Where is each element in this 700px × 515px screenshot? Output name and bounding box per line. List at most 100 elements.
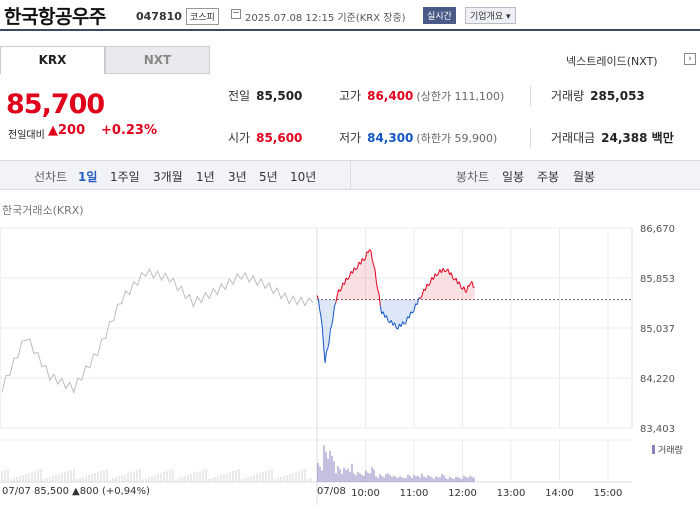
price-line-segment <box>379 305 383 314</box>
price-line-segment <box>331 316 334 326</box>
footer-prev-price: 85,500 <box>34 486 69 497</box>
candle-chart-label: 봉차트 <box>456 170 490 184</box>
stat-label: 거래대금 <box>551 131 596 145</box>
stat-open: 시가 85,600 <box>228 129 302 146</box>
price-line-segment <box>377 289 380 294</box>
price-line-segment <box>468 283 472 287</box>
line-chart-label: 선차트 <box>34 170 68 184</box>
volume-legend: 거래량 <box>652 443 683 456</box>
stat-label: 저가 <box>339 131 362 145</box>
price-line-segment <box>400 321 404 327</box>
price-line-segment <box>405 316 409 324</box>
price-line-segment <box>441 268 444 274</box>
price-line-segment <box>429 277 433 284</box>
price-line-segment <box>319 309 322 318</box>
x-tick-label: 10:00 <box>351 488 380 499</box>
nextrade-link-label: 넥스트레이드(NXT) <box>566 55 658 68</box>
y-tick-label: 84,220 <box>640 374 675 385</box>
price-line-segment <box>421 288 425 296</box>
x-tick-label: 12:00 <box>448 488 477 499</box>
price-line-segment <box>329 324 333 330</box>
candle-weekly[interactable]: 주봉 <box>537 170 560 184</box>
price-line-segment <box>455 277 459 285</box>
price-line-segment <box>402 321 405 325</box>
price-line-segment <box>355 267 358 271</box>
price-line-segment <box>323 347 326 363</box>
price-line-segment <box>375 281 379 290</box>
stat-sub: (하한가 59,900) <box>416 132 498 145</box>
period-3m[interactable]: 3개월 <box>153 170 183 184</box>
price-line-segment <box>413 303 417 311</box>
price-line-segment <box>347 276 350 280</box>
period-1d[interactable]: 1일 <box>78 170 98 184</box>
stock-header: 한국항공우주 047810 코스피 2025.07.08 12:15 기준(KR… <box>0 0 700 31</box>
stat-label: 시가 <box>228 131 251 145</box>
stat-volume: 거래량 285,053 <box>551 87 645 104</box>
x-tick-label: 14:00 <box>545 488 574 499</box>
chevron-right-icon: › <box>684 53 696 65</box>
y-tick-label: 85,853 <box>640 274 675 285</box>
y-tick-label: 85,037 <box>640 324 675 335</box>
toolbar-divider <box>350 161 351 189</box>
change-percent: +0.23% <box>101 123 157 138</box>
price-line-segment <box>416 297 420 305</box>
price-line-segment <box>327 341 330 349</box>
price-line-segment <box>471 281 474 288</box>
price-line-segment <box>463 286 466 292</box>
price-line-segment <box>408 311 412 319</box>
stat-value: 85,600 <box>256 131 303 145</box>
volume-legend-label: 거래량 <box>658 446 683 456</box>
period-1y[interactable]: 1년 <box>196 170 215 184</box>
stat-value: 84,300 <box>367 131 414 145</box>
price-line-segment <box>335 295 338 303</box>
price-line-segment <box>411 310 415 314</box>
market-badge: 코스피 <box>186 8 219 25</box>
stat-value: 85,500 <box>256 89 303 103</box>
price-line-segment <box>316 295 319 299</box>
period-1w[interactable]: 1주일 <box>110 170 140 184</box>
price-line-segment <box>394 322 397 329</box>
price-line-segment <box>324 351 327 363</box>
price-line-segment <box>403 322 407 325</box>
exchange-tabs: KRX NXT <box>0 46 210 74</box>
period-3y[interactable]: 3년 <box>228 170 247 184</box>
price-line-segment <box>363 258 366 261</box>
stat-low: 저가 84,300 (하한가 59,900) <box>339 129 497 146</box>
price-line-segment <box>432 273 436 280</box>
candle-monthly[interactable]: 월봉 <box>573 170 596 184</box>
period-5y[interactable]: 5년 <box>259 170 278 184</box>
chart-source: 한국거래소(KRX) <box>2 204 84 217</box>
price-line-segment <box>360 258 363 265</box>
tab-krx[interactable]: KRX <box>0 46 105 74</box>
price-line-segment <box>340 282 344 290</box>
chart-toolbar: 선차트 1일 1주일 3개월 1년 3년 5년 10년 봉차트 일봉 주봉 월봉 <box>0 160 700 190</box>
price-line-segment <box>424 284 428 291</box>
candle-daily[interactable]: 일봉 <box>502 170 525 184</box>
price-line-segment <box>374 269 377 282</box>
divider <box>530 86 531 106</box>
price-line-segment <box>437 269 441 275</box>
nextrade-link[interactable]: 넥스트레이드(NXT) › <box>566 53 696 69</box>
footer-prev-change: ▲800 (+0,94%) <box>72 486 150 497</box>
price-line-segment <box>365 251 368 259</box>
divider <box>530 128 531 148</box>
x-tick-label: 13:00 <box>497 488 526 499</box>
realtime-button[interactable]: 실시간 <box>423 7 456 24</box>
price-line-segment <box>450 272 454 279</box>
stat-high: 고가 86,400 (상한가 111,100) <box>339 87 504 104</box>
price-line-segment <box>348 271 352 278</box>
price-line-segment <box>390 320 394 326</box>
stock-code: 047810 <box>136 10 182 23</box>
price-line-segment <box>321 328 325 348</box>
change-label: 전일대비 <box>8 130 45 141</box>
price-line-segment <box>317 298 321 310</box>
period-10y[interactable]: 10년 <box>290 170 317 184</box>
tab-nxt[interactable]: NXT <box>105 46 210 74</box>
footer-today-date: 07/08 <box>317 486 346 497</box>
company-overview-dropdown[interactable]: 기업개요 ▾ <box>465 7 516 24</box>
price-line-segment <box>328 329 331 342</box>
down-area <box>317 299 475 363</box>
price-line-segment <box>334 302 337 306</box>
price-line-segment <box>466 285 469 293</box>
